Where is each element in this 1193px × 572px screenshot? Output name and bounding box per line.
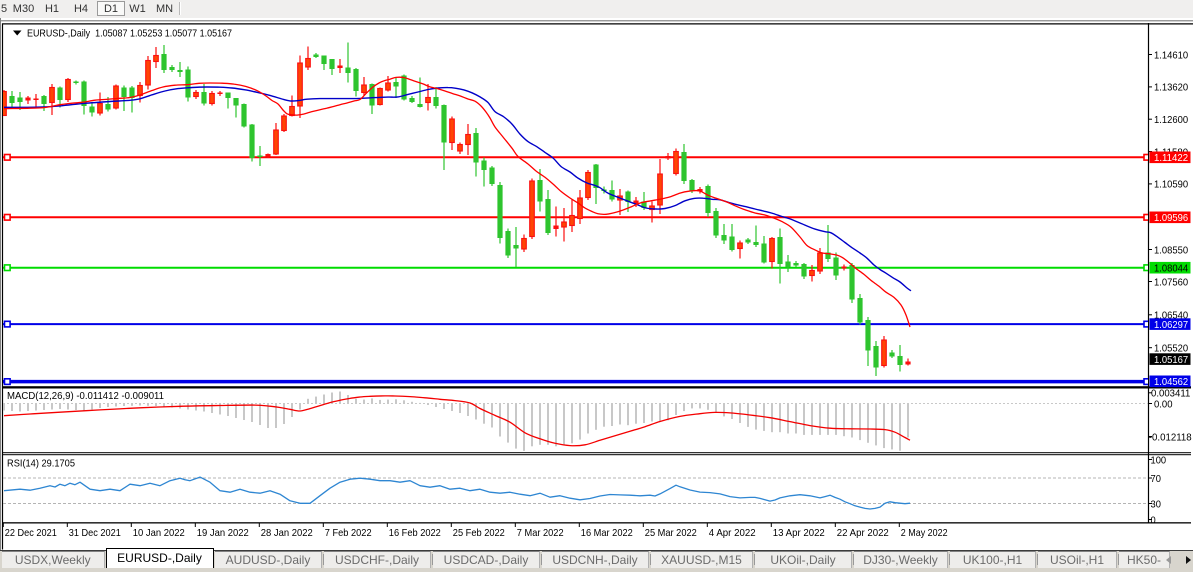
svg-text:22 Dec 2021: 22 Dec 2021 xyxy=(5,527,57,539)
svg-text:1.11422: 1.11422 xyxy=(1154,152,1188,164)
svg-text:1.14610: 1.14610 xyxy=(1154,49,1188,61)
svg-text:EURUSD-,Daily 1.05087 1.05253: EURUSD-,Daily 1.05087 1.05253 1.05077 1.… xyxy=(27,28,232,40)
svg-text:2 May 2022: 2 May 2022 xyxy=(901,527,948,539)
svg-text:MACD(12,26,9) -0.011412 -0.009: MACD(12,26,9) -0.011412 -0.009011 xyxy=(7,390,164,402)
svg-text:1.13620: 1.13620 xyxy=(1154,82,1188,94)
svg-text:30: 30 xyxy=(1151,498,1162,510)
svg-text:7 Mar 2022: 7 Mar 2022 xyxy=(517,527,564,539)
svg-text:10 Jan 2022: 10 Jan 2022 xyxy=(133,527,185,539)
svg-text:22 Apr 2022: 22 Apr 2022 xyxy=(837,527,889,539)
svg-text:0.00: 0.00 xyxy=(1154,398,1173,410)
svg-text:0: 0 xyxy=(1151,514,1156,526)
svg-text:31 Dec 2021: 31 Dec 2021 xyxy=(69,527,121,539)
svg-text:28 Jan 2022: 28 Jan 2022 xyxy=(261,527,313,539)
svg-text:100: 100 xyxy=(1151,454,1167,466)
svg-text:13 Apr 2022: 13 Apr 2022 xyxy=(773,527,825,539)
svg-text:19 Jan 2022: 19 Jan 2022 xyxy=(197,527,249,539)
svg-text:1.05167: 1.05167 xyxy=(1154,354,1188,366)
svg-text:1.12600: 1.12600 xyxy=(1154,114,1188,126)
svg-text:16 Mar 2022: 16 Mar 2022 xyxy=(581,527,633,539)
svg-text:RSI(14) 29.1705: RSI(14) 29.1705 xyxy=(7,458,75,470)
svg-text:4 Apr 2022: 4 Apr 2022 xyxy=(709,527,756,539)
svg-text:16 Feb 2022: 16 Feb 2022 xyxy=(389,527,441,539)
svg-text:1.05520: 1.05520 xyxy=(1154,343,1188,355)
svg-text:1.06297: 1.06297 xyxy=(1154,319,1188,331)
svg-text:1.08044: 1.08044 xyxy=(1154,263,1188,275)
svg-text:1.04562: 1.04562 xyxy=(1154,376,1188,388)
svg-text:25 Feb 2022: 25 Feb 2022 xyxy=(453,527,505,539)
svg-text:25 Mar 2022: 25 Mar 2022 xyxy=(645,527,697,539)
svg-text:-0.012118: -0.012118 xyxy=(1149,431,1192,443)
svg-text:70: 70 xyxy=(1151,473,1162,485)
svg-text:0.003411: 0.003411 xyxy=(1151,388,1190,400)
svg-text:1.09596: 1.09596 xyxy=(1154,212,1188,224)
svg-text:7 Feb 2022: 7 Feb 2022 xyxy=(325,527,372,539)
svg-text:1.10590: 1.10590 xyxy=(1154,179,1188,191)
svg-text:1.08550: 1.08550 xyxy=(1154,244,1188,256)
svg-text:1.07560: 1.07560 xyxy=(1154,276,1188,288)
